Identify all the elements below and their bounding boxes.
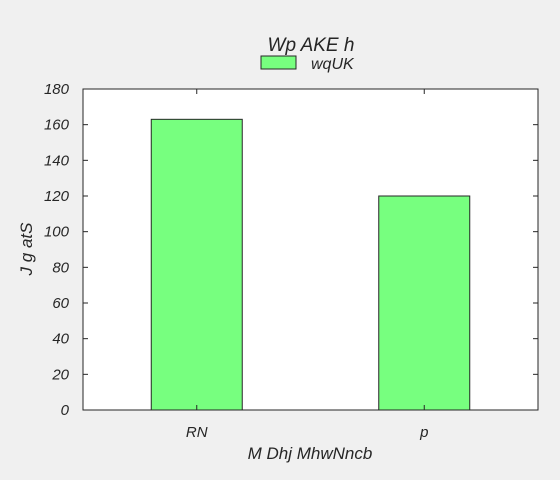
x-tick-label: RN	[186, 424, 208, 441]
legend-swatch	[260, 55, 297, 70]
bars-group	[150, 118, 471, 411]
y-tick-label: 60	[52, 295, 69, 312]
ticks-group: RN p 0 20 40 60 80 100 120 140 160 180	[44, 81, 538, 441]
bar-p	[378, 195, 471, 411]
y-tick-label: 20	[51, 366, 69, 383]
y-tick-label: 140	[44, 152, 70, 169]
y-tick-label: 160	[44, 117, 70, 134]
plot-frame	[82, 88, 539, 411]
y-axis-label: J g atS	[17, 222, 36, 277]
y-tick-label: 0	[61, 402, 70, 419]
legend-label: wqUK	[311, 56, 355, 73]
y-tick-label: 120	[44, 188, 70, 205]
x-axis-label: M Dhj MhwNncb	[248, 444, 373, 463]
legend: wqUK	[260, 55, 355, 73]
y-tick-label: 100	[44, 224, 70, 241]
x-tick-label: p	[419, 424, 428, 441]
bar-RN	[150, 118, 243, 411]
y-tick-label: 180	[44, 81, 70, 98]
y-tick-label: 40	[52, 331, 69, 348]
y-tick-label: 80	[52, 259, 69, 276]
chart-title: Wp AKE h	[268, 35, 355, 56]
